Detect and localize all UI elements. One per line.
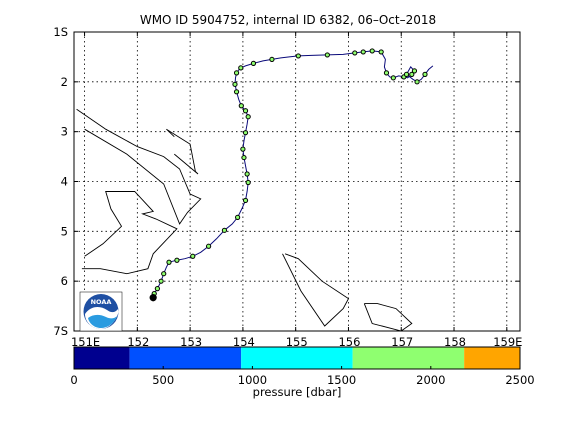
- profile-marker: [412, 69, 417, 73]
- profile-marker: [162, 272, 166, 276]
- y-tick-labels: 1S 2 3 4 5 6 7S: [53, 25, 68, 338]
- profile-marker: [410, 72, 414, 76]
- profile-marker: [246, 115, 250, 119]
- grid-lines: [74, 31, 520, 332]
- profile-marker: [379, 50, 383, 54]
- colorbar-tick-label: 0: [70, 373, 77, 387]
- colorbar-band: [74, 347, 130, 369]
- profile-marker: [384, 71, 389, 75]
- profile-marker: [241, 147, 245, 151]
- x-tick-label: 151E: [71, 335, 100, 349]
- profile-marker: [234, 71, 239, 75]
- deployment-marker: [149, 294, 157, 302]
- profile-marker: [206, 244, 211, 248]
- profile-marker: [236, 215, 240, 219]
- coastline: [81, 191, 178, 275]
- profile-marker: [243, 198, 248, 203]
- profile-marker: [233, 82, 237, 86]
- profile-marker: [404, 72, 409, 76]
- profile-marker: [370, 49, 374, 53]
- coastline: [166, 128, 199, 175]
- profile-marker: [296, 54, 300, 58]
- x-tick-label: 156: [338, 335, 360, 349]
- x-tick-label: 155: [286, 335, 308, 349]
- coastline: [282, 253, 350, 327]
- profile-marker: [191, 254, 195, 258]
- profile-marker: [222, 228, 227, 232]
- profile-marker: [423, 72, 427, 76]
- colorbar-tick-label: 500: [152, 373, 174, 387]
- noaa-logo: NOAA: [79, 291, 123, 332]
- profile-marker: [175, 258, 179, 262]
- profile-marker: [159, 279, 163, 283]
- colorbar-band: [241, 347, 353, 369]
- profile-marker: [353, 51, 357, 55]
- x-tick-labels: 151E 152 153 154 155 156 157 158 159E: [71, 335, 522, 349]
- colorbar-tick-label: 2000: [416, 373, 445, 387]
- coastline: [363, 303, 413, 332]
- profile-marker: [245, 172, 249, 176]
- colorbar-band: [352, 347, 465, 369]
- chart-title: WMO ID 5904752, internal ID 6382, 06–Oct…: [140, 13, 436, 27]
- noaa-logo-text: NOAA: [91, 298, 112, 306]
- profile-marker: [239, 104, 243, 108]
- x-tick-label: 152: [127, 335, 149, 349]
- colorbar-label: pressure [dbar]: [253, 385, 342, 399]
- y-tick-label: 7S: [53, 324, 68, 338]
- colorbar-tick-labels: 0 500 1000 1500 2000 2500: [70, 373, 534, 387]
- colorbar-tick-label: 1500: [327, 373, 356, 387]
- profile-marker: [242, 155, 246, 160]
- profile-marker: [415, 80, 419, 84]
- profile-marker: [155, 287, 159, 291]
- profile-marker: [325, 53, 329, 57]
- profile-marker: [270, 57, 274, 62]
- profile-markers: [149, 48, 428, 302]
- coastlines: [76, 108, 413, 332]
- y-tick-label: 5: [61, 224, 68, 238]
- colorbar-border: [73, 346, 521, 370]
- y-tick-label: 4: [61, 175, 68, 189]
- plot-area: [74, 32, 520, 331]
- x-tick-label: 157: [391, 335, 413, 349]
- profile-marker: [239, 66, 243, 70]
- y-tick-label: 3: [61, 125, 68, 139]
- colorbar-tick-label: 1000: [238, 373, 267, 387]
- profile-marker: [234, 90, 239, 94]
- profile-marker: [251, 61, 256, 65]
- profile-marker: [391, 76, 395, 80]
- profile-marker: [246, 180, 250, 185]
- x-tick-label: 153: [180, 335, 202, 349]
- profile-marker: [243, 131, 248, 135]
- y-tick-label: 1S: [53, 25, 68, 39]
- y-tick-label: 2: [61, 75, 68, 89]
- colorbar-tick-label: 2500: [505, 373, 534, 387]
- x-tick-label: 154: [233, 335, 255, 349]
- profile-marker: [243, 109, 248, 113]
- y-tick-label: 6: [61, 274, 68, 288]
- colorbar: [73, 347, 521, 369]
- colorbar-band: [464, 347, 520, 369]
- profile-marker: [167, 260, 171, 264]
- x-tick-label: 159E: [493, 335, 522, 349]
- profile-marker: [361, 50, 365, 54]
- colorbar-band: [129, 347, 242, 369]
- x-tick-label: 158: [444, 335, 466, 349]
- plot-border: [73, 31, 521, 332]
- coastline: [76, 108, 202, 225]
